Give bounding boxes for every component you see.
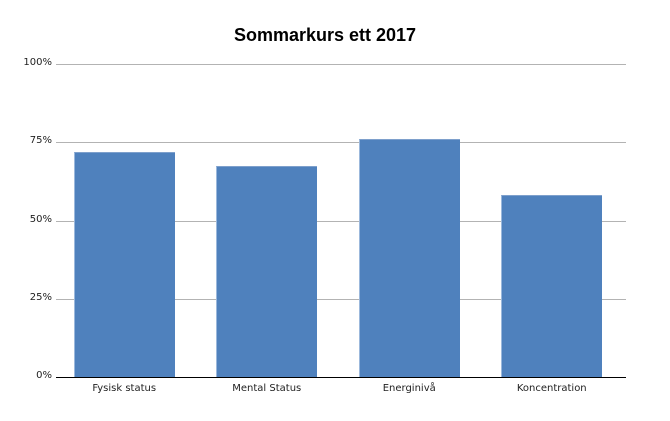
bar — [358, 139, 460, 377]
y-tick-label: 0% — [36, 370, 52, 381]
y-tick-label: 75% — [29, 135, 52, 147]
gridline — [56, 220, 626, 222]
gridline — [56, 142, 626, 144]
gridline — [56, 64, 626, 65]
y-tick-label: 25% — [29, 291, 52, 303]
x-axis-baseline — [56, 377, 626, 378]
bar — [73, 151, 175, 377]
gridline — [56, 298, 626, 300]
bar — [216, 165, 318, 377]
x-tick-label: Energinivå — [382, 383, 436, 394]
x-tick-label: Fysisk status — [92, 383, 157, 394]
y-tick-label: 50% — [29, 213, 52, 225]
x-tick-label: Mental Status — [232, 383, 302, 394]
plot-area — [56, 64, 626, 378]
bar — [501, 195, 603, 377]
y-tick-label: 100% — [23, 57, 52, 68]
chart-title: Sommarkurs ett 2017 — [233, 25, 417, 45]
x-tick-label: Koncentration — [516, 383, 587, 394]
